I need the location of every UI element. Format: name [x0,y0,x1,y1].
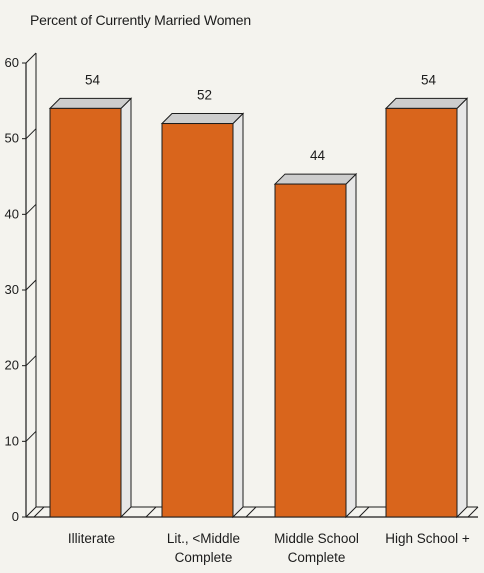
y-tick-depth [25,279,37,291]
y-tick-label: 60 [5,55,19,70]
floor-slot-divider [467,506,479,518]
x-tick-label: Illiterate [68,531,115,546]
y-tick-label: 20 [5,358,19,373]
bar-side [232,112,244,519]
floor-slot-divider [145,506,157,518]
bar-top [48,97,133,109]
bar-value-label: 44 [310,148,326,163]
bar-value-label: 54 [85,72,101,87]
bar-side [456,97,468,519]
bar [161,123,234,518]
y-tick-label: 40 [5,206,19,221]
x-tick-label: Middle School [274,531,359,546]
bar [274,183,347,518]
bar-top [160,113,245,125]
bar-side [120,97,132,519]
x-tick-label: Complete [288,550,346,565]
floor-slot-divider [33,506,45,518]
floor-slot-divider [245,506,257,518]
y-tick-depth [25,52,37,64]
x-tick-label: Lit., <Middle [167,531,240,546]
y-tick-label: 0 [12,509,19,524]
y-tick-label: 30 [5,282,19,297]
bar [385,107,458,518]
bar [49,107,122,518]
y-tick-depth [25,203,37,215]
chart-title: Percent of Currently Married Women [30,12,251,28]
bar-value-label: 54 [421,72,437,87]
y-tick-label: 10 [5,433,19,448]
bar-top [273,173,358,185]
floor-slot-divider [358,506,370,518]
y-tick-label: 50 [5,131,19,146]
y-tick-depth [25,430,37,442]
y-tick-depth [25,506,37,518]
bar-value-label: 52 [197,88,212,103]
y-tick-depth [25,355,37,367]
x-tick-label: High School + [385,531,470,546]
bar-side [345,172,357,519]
x-tick-label: Complete [175,550,233,565]
bar-top [384,97,469,109]
y-tick-depth [25,128,37,140]
